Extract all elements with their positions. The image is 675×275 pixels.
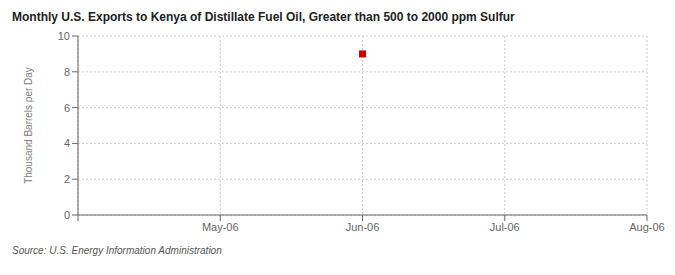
- svg-text:4: 4: [64, 137, 70, 149]
- svg-text:6: 6: [64, 102, 70, 114]
- svg-text:Jun-06: Jun-06: [346, 221, 380, 233]
- svg-text:Aug-06: Aug-06: [629, 221, 664, 233]
- svg-text:May-06: May-06: [202, 221, 239, 233]
- svg-text:2: 2: [64, 173, 70, 185]
- svg-text:Jul-06: Jul-06: [490, 221, 520, 233]
- svg-text:0: 0: [64, 209, 70, 221]
- svg-text:8: 8: [64, 66, 70, 78]
- svg-text:Thousand Barrels per Day: Thousand Barrels per Day: [23, 67, 34, 184]
- html-text:Monthly U.S. Exports to Kenya: Monthly U.S. Exports to Kenya of Distill…: [12, 10, 515, 24]
- html-text:Source: U.S. Energy Informatio: Source: U.S. Energy Information Administ…: [12, 245, 222, 256]
- svg-text:10: 10: [58, 30, 70, 42]
